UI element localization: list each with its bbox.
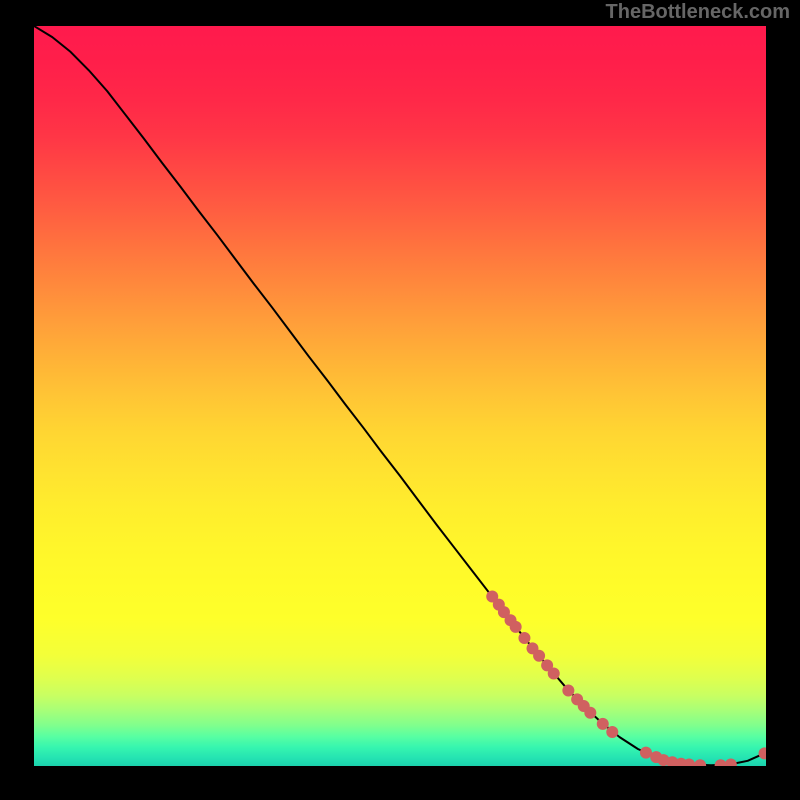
chart-container: TheBottleneck.com	[0, 0, 800, 800]
scatter-point	[640, 747, 652, 759]
scatter-point	[548, 668, 560, 680]
plot-svg	[34, 26, 766, 766]
scatter-point	[597, 718, 609, 730]
scatter-point	[562, 685, 574, 697]
scatter-point	[533, 650, 545, 662]
watermark-text: TheBottleneck.com	[606, 2, 790, 22]
scatter-point	[584, 707, 596, 719]
scatter-point	[518, 632, 530, 644]
plot-area	[34, 26, 766, 766]
scatter-point	[606, 726, 618, 738]
scatter-point	[510, 621, 522, 633]
